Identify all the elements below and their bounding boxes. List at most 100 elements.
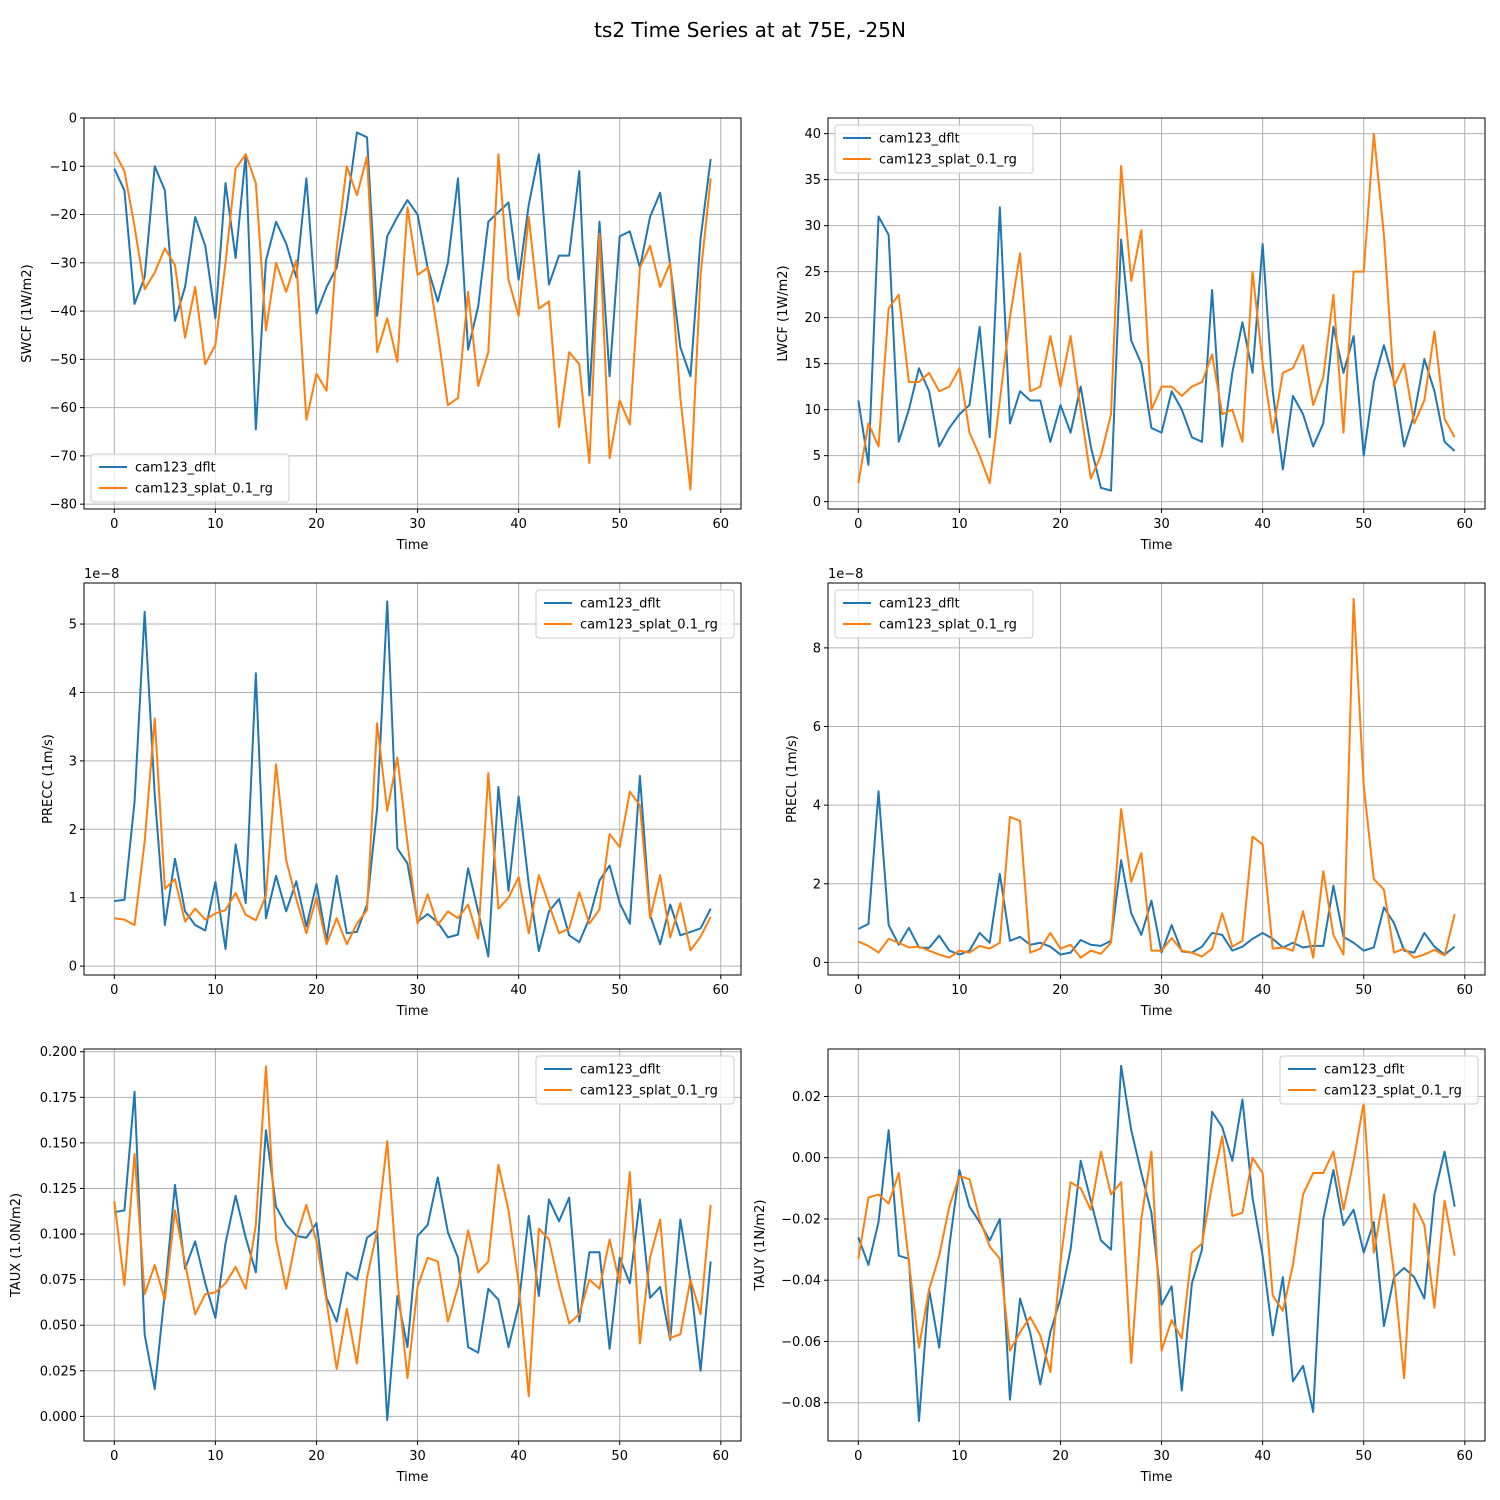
legend-frame <box>1279 1055 1479 1105</box>
subplot-6: 0 10 20 30 40 50 60 −0.08 −0.06 −0.04 −0.02 0.00 0.0… <box>753 1048 1486 1485</box>
y-tick-label: 0.175 <box>40 1091 77 1106</box>
legend: cam123_dflt cam123_splat_0.1_rg <box>1279 1055 1479 1105</box>
legend-label: cam123_splat_0.1_rg <box>1324 1084 1462 1099</box>
x-tick-label: 30 <box>1153 1449 1170 1464</box>
y-tick-label: 0.000 <box>40 1410 77 1425</box>
y-tick-label: 0 <box>813 495 821 510</box>
legend-label: cam123_dflt <box>1324 1063 1405 1078</box>
x-tick-label: 10 <box>951 517 968 532</box>
x-tick-label: 40 <box>1254 983 1271 998</box>
y-tick-label: 25 <box>804 265 821 280</box>
plot-frame <box>83 582 742 976</box>
x-tick-label: 60 <box>1457 1449 1474 1464</box>
x-tick-label: 60 <box>713 1449 730 1464</box>
x-tick-label: 50 <box>1355 517 1372 532</box>
y-tick-label: −50 <box>50 353 77 368</box>
x-tick-label: 30 <box>409 517 426 532</box>
x-tick-label: 0 <box>110 983 118 998</box>
x-tick-label: 0 <box>854 983 862 998</box>
plot-frame <box>83 117 742 510</box>
x-tick-label: 30 <box>1153 983 1170 998</box>
x-tick-label: 20 <box>308 517 325 532</box>
x-tick-label: 30 <box>409 983 426 998</box>
series-line-cam123-splat-0-1-rg <box>113 151 712 491</box>
legend: cam123_dflt cam123_splat_0.1_rg <box>535 1055 735 1105</box>
y-tick-label: 10 <box>804 403 821 418</box>
plot-frame <box>83 1048 742 1442</box>
subplot-2: 0 10 20 30 40 50 60 0 5 10 15 20 25 30 35 40 Time LWCF (1… <box>776 117 1486 553</box>
y-tick-label: 0.150 <box>40 1136 77 1151</box>
y-axis-label: TAUY (1N/m2) <box>753 1200 768 1292</box>
legend: cam123_dflt cam123_splat_0.1_rg <box>90 453 290 503</box>
y-tick-label: 0.050 <box>40 1319 77 1334</box>
x-tick-label: 10 <box>951 983 968 998</box>
legend-frame <box>834 124 1034 174</box>
x-tick-label: 60 <box>713 517 730 532</box>
series-line-cam123-dflt <box>857 206 1456 492</box>
y-tick-label: 0.100 <box>40 1228 77 1243</box>
subplot-5: 0 10 20 30 40 50 60 0.000 0.025 0.050 0.075 0.100 0.… <box>9 1045 742 1485</box>
x-tick-label: 20 <box>308 1449 325 1464</box>
x-tick-label: 20 <box>1052 1449 1069 1464</box>
legend-label: cam123_dflt <box>580 1063 661 1078</box>
x-tick-label: 30 <box>409 1449 426 1464</box>
x-tick-label: 20 <box>1052 983 1069 998</box>
series-line-cam123-splat-0-1-rg <box>114 717 712 952</box>
legend-label: cam123_dflt <box>135 461 216 476</box>
x-tick-label: 50 <box>1355 983 1372 998</box>
y-tick-label: 15 <box>804 357 821 372</box>
x-axis-label: Time <box>396 538 429 553</box>
legend: cam123_dflt cam123_splat_0.1_rg <box>834 124 1034 174</box>
y-tick-label: −0.04 <box>781 1274 821 1289</box>
x-tick-label: 60 <box>1457 983 1474 998</box>
y-tick-label: 0 <box>69 960 77 975</box>
x-tick-label: 0 <box>854 1449 862 1464</box>
x-tick-label: 10 <box>951 1449 968 1464</box>
plot-frame <box>827 117 1486 510</box>
y-tick-label: 20 <box>804 311 821 326</box>
y-axis-label: SWCF (1W/m2) <box>20 264 35 362</box>
y-tick-label: 30 <box>804 219 821 234</box>
figure-title: ts2 Time Series at at 75E, -25N <box>594 18 906 42</box>
y-tick-label: 0.125 <box>40 1182 77 1197</box>
x-tick-label: 10 <box>207 983 224 998</box>
y-tick-label: 2 <box>69 823 77 838</box>
x-tick-label: 40 <box>1254 1449 1271 1464</box>
y-tick-label: −10 <box>50 160 77 175</box>
x-tick-label: 50 <box>611 983 628 998</box>
grid <box>84 1049 741 1441</box>
y-tick-label: 0.00 <box>792 1151 821 1166</box>
subplot-4: 0 10 20 30 40 50 60 0 2 4 6 8 Time PRECL (1m/s) 1e−8 ca… <box>785 567 1486 1019</box>
legend-label: cam123_dflt <box>879 597 960 612</box>
subplot-1: 0 10 20 30 40 50 60 0 −10 −20 −30 −40 −50 −60 −70 −80 Ti… <box>20 112 742 553</box>
series-line-cam123-dflt <box>114 1090 712 1422</box>
legend-frame <box>535 1055 735 1105</box>
grid <box>828 583 1485 975</box>
series-line-cam123-splat-0-1-rg <box>113 1065 712 1398</box>
y-axis-label: PRECC (1m/s) <box>41 734 56 824</box>
legend-label: cam123_splat_0.1_rg <box>580 618 718 633</box>
x-axis-label: Time <box>1140 1470 1173 1485</box>
legend-label: cam123_splat_0.1_rg <box>879 618 1017 633</box>
x-axis-label: Time <box>396 1470 429 1485</box>
legend-frame <box>90 453 290 503</box>
y-tick-label: 0.02 <box>792 1090 821 1105</box>
x-tick-label: 20 <box>308 983 325 998</box>
y-tick-label: 40 <box>804 127 821 142</box>
y-tick-label: 5 <box>69 618 77 633</box>
y-tick-label: 3 <box>69 754 77 769</box>
plot-frame <box>827 582 1486 976</box>
y-tick-label: 5 <box>813 449 821 464</box>
x-tick-label: 50 <box>611 1449 628 1464</box>
legend-label: cam123_dflt <box>879 132 960 147</box>
y-tick-label: 6 <box>813 720 821 735</box>
y-tick-label: 0 <box>69 112 77 127</box>
y-tick-label: −0.02 <box>781 1212 821 1227</box>
x-tick-label: 30 <box>1153 517 1170 532</box>
x-axis-label: Time <box>1140 1004 1173 1019</box>
x-tick-label: 0 <box>110 517 118 532</box>
subplot-grid: 0 10 20 30 40 50 600−10−20−30−40−50−60−70−80Ti… <box>9 112 1486 1485</box>
x-axis-label: Time <box>1140 538 1173 553</box>
